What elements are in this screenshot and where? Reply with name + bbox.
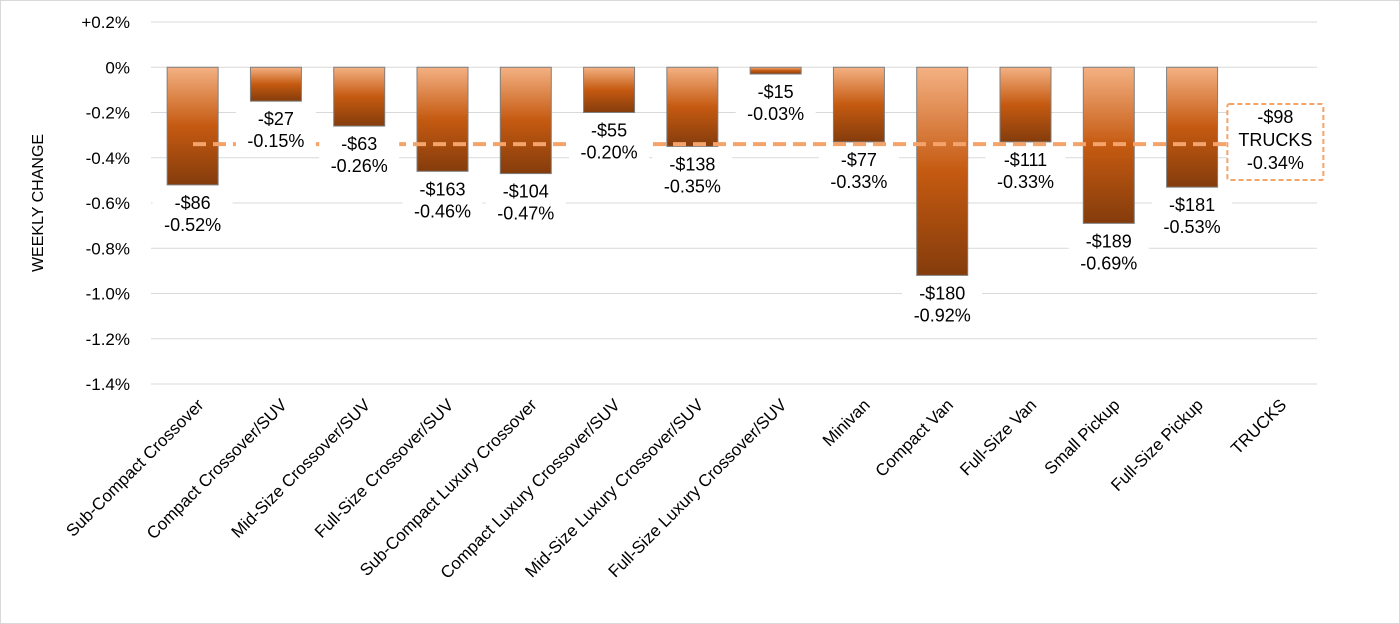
gridlines [151, 21, 1317, 385]
category-label: Sub-Compact Crossover [62, 395, 207, 540]
data-label-background [735, 79, 816, 126]
bars [166, 66, 1219, 276]
y-axis-ticks: +0.2% 0% -0.2% -0.4% -0.6% -0.8% -1.0% -1.2% -1.… [81, 13, 130, 394]
y-tick-label: +0.2% [81, 13, 130, 32]
y-tick-label: -0.4% [86, 149, 130, 168]
data-label-background [1152, 192, 1233, 239]
bar [499, 66, 552, 175]
y-axis-title: WEEKLY CHANGE [30, 134, 47, 272]
data-label-percent: -0.69% [1080, 253, 1137, 273]
data-label-dollar: -$27 [258, 109, 294, 129]
data-label-percent: -0.35% [664, 176, 721, 196]
data-labels: -$86-0.52% -$27-0.15% -$63-0.26% -$163-0.46… [152, 79, 1233, 327]
data-label-dollar: -$77 [841, 150, 877, 170]
data-label-background [902, 280, 983, 327]
data-label-dollar: -$138 [669, 154, 715, 174]
average-callout-label: TRUCKS [1238, 130, 1312, 150]
data-label-percent: -0.46% [414, 201, 471, 221]
category-label: Compact Luxury Crossover/SUV [437, 395, 625, 583]
bar [1082, 66, 1135, 224]
y-tick-label: -1.0% [86, 285, 130, 304]
y-tick-label: -1.4% [86, 375, 130, 394]
category-label: Minivan [819, 395, 874, 450]
data-label-background [319, 131, 400, 178]
data-label-background [152, 189, 233, 236]
data-label-background [985, 146, 1066, 193]
category-label: Full-Size Crossover/SUV [311, 395, 458, 542]
category-label: Full-Size Pickup [1107, 395, 1207, 495]
data-label-dollar: -$55 [591, 121, 627, 141]
data-label-background [652, 151, 733, 198]
data-label-percent: -0.53% [1164, 217, 1221, 237]
data-label-background [402, 176, 483, 223]
bar [666, 66, 719, 147]
data-label-dollar: -$163 [419, 179, 465, 199]
average-callout-label: -$98 [1257, 107, 1293, 127]
data-label-percent: -0.33% [830, 172, 887, 192]
data-label-dollar: -$63 [341, 134, 377, 154]
data-label-dollar: -$189 [1086, 231, 1132, 251]
average-callout-label: -0.34% [1247, 153, 1304, 173]
data-label-dollar: -$180 [919, 283, 965, 303]
data-label-percent: -0.47% [497, 204, 554, 224]
data-label-background [485, 178, 566, 225]
bar [166, 66, 219, 186]
y-tick-label: 0% [105, 58, 130, 77]
data-label-background [818, 146, 899, 193]
category-label: Full-Size Van [956, 395, 1040, 479]
bar [416, 66, 469, 172]
category-label: TRUCKS [1227, 395, 1290, 458]
data-label-percent: -0.15% [247, 131, 304, 151]
average-callout-box [1226, 103, 1325, 181]
category-label: Mid-Size Luxury Crossover/SUV [521, 395, 707, 581]
data-label-percent: -0.26% [331, 156, 388, 176]
y-tick-label: -0.6% [86, 194, 130, 213]
category-label: Sub-Compact Luxury Crossover [356, 395, 541, 580]
bar [333, 66, 386, 127]
data-label-background [1068, 228, 1149, 275]
data-label-percent: -0.92% [914, 305, 971, 325]
bar [749, 66, 802, 75]
y-tick-label: -1.2% [86, 330, 130, 349]
data-label-background [569, 117, 650, 164]
y-tick-label: -0.8% [86, 239, 130, 258]
average-line-group: -$98 TRUCKS -0.34% [193, 103, 1325, 181]
bar [832, 66, 885, 143]
data-label-dollar: -$104 [503, 182, 549, 202]
data-label-dollar: -$111 [1004, 150, 1047, 170]
bar [1166, 66, 1219, 188]
data-label-dollar: -$181 [1169, 195, 1215, 215]
data-label-percent: -0.20% [581, 143, 638, 163]
bar [249, 66, 302, 102]
category-label: Small Pickup [1041, 395, 1124, 478]
data-label-dollar: -$15 [758, 82, 794, 102]
data-label-background [235, 106, 316, 153]
data-label-percent: -0.33% [997, 172, 1054, 192]
data-label-percent: -0.52% [164, 215, 221, 235]
bar [583, 66, 636, 113]
data-label-percent: -0.03% [747, 104, 804, 124]
bar [999, 66, 1052, 143]
data-label-dollar: -$86 [175, 193, 211, 213]
category-label: Compact Van [872, 395, 957, 480]
category-label: Mid-Size Crossover/SUV [228, 395, 375, 542]
category-label: Full-Size Luxury Crossover/SUV [605, 395, 791, 581]
bar [916, 66, 969, 276]
category-label: Compact Crossover/SUV [143, 395, 291, 543]
y-tick-label: -0.2% [86, 104, 130, 123]
